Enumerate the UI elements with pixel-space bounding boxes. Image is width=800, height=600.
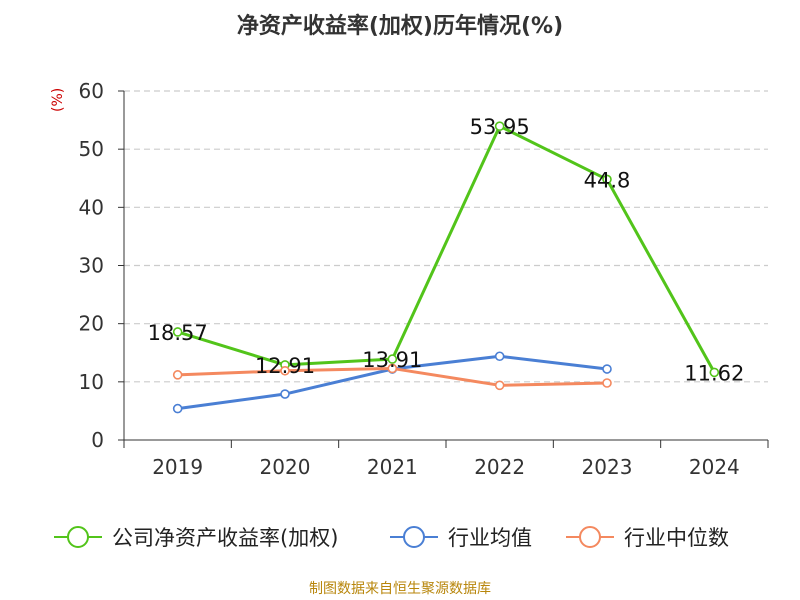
data-label: 13.91 <box>362 348 422 372</box>
y-tick-label: 20 <box>79 312 104 336</box>
data-point <box>602 174 612 185</box>
y-tick-label: 60 <box>79 79 104 103</box>
axis-layer: 0 10 20 30 40 50 60 2019 2020 2021 2022 2023 2024 <box>79 79 769 479</box>
data-point <box>494 121 505 131</box>
data-label-layer: 18.57 12.91 13.91 53.95 44.8 11.62 <box>148 115 745 385</box>
data-point <box>602 364 612 374</box>
grid-layer <box>124 90 768 383</box>
x-tick-label: 2020 <box>260 455 311 479</box>
data-point <box>387 354 398 364</box>
legend-marker-icon <box>67 526 89 548</box>
legend-label: 行业均值 <box>448 526 532 550</box>
data-source-note: 制图数据来自恒生聚源数据库 <box>309 581 491 597</box>
data-point <box>494 380 505 391</box>
x-tick-label: 2019 <box>152 455 203 479</box>
y-tick-label: 0 <box>91 428 104 452</box>
data-point <box>172 327 183 337</box>
x-tick-label: 2024 <box>689 455 740 479</box>
data-label: 53.95 <box>470 115 530 139</box>
chart-title: 净资产收益率(加权)历年情况(%) <box>236 14 564 39</box>
data-point <box>709 367 720 378</box>
series-layer <box>172 121 720 414</box>
y-tick-label: 40 <box>79 195 104 219</box>
legend-label: 行业中位数 <box>624 526 729 550</box>
legend-label: 公司净资产收益率(加权) <box>112 526 338 550</box>
legend-item-0[interactable]: 公司净资产收益率(加权) <box>54 526 338 550</box>
data-point <box>494 351 505 362</box>
legend-marker-icon <box>579 526 601 548</box>
data-point <box>387 363 398 374</box>
legend[interactable]: 公司净资产收益率(加权) 行业均值 行业中位数 <box>54 526 729 550</box>
data-point <box>280 389 290 399</box>
series-line-0 <box>177 124 716 374</box>
y-tick-label: 30 <box>79 254 104 278</box>
data-point <box>602 378 612 388</box>
x-tick-label: 2022 <box>474 455 525 479</box>
y-tick-label: 10 <box>79 370 104 394</box>
legend-item-2[interactable]: 行业中位数 <box>566 526 729 550</box>
legend-item-1[interactable]: 行业均值 <box>390 526 532 550</box>
y-tick-label: 50 <box>79 137 104 161</box>
x-tick-label: 2023 <box>582 455 633 479</box>
data-label: 11.62 <box>684 361 744 385</box>
legend-marker-icon <box>403 526 425 548</box>
data-label: 12.91 <box>255 354 315 378</box>
data-point <box>172 403 183 414</box>
x-tick-label: 2021 <box>367 455 418 479</box>
data-point <box>280 365 290 376</box>
data-label: 44.8 <box>584 168 631 192</box>
data-label: 18.57 <box>148 321 208 345</box>
data-point <box>172 370 183 380</box>
